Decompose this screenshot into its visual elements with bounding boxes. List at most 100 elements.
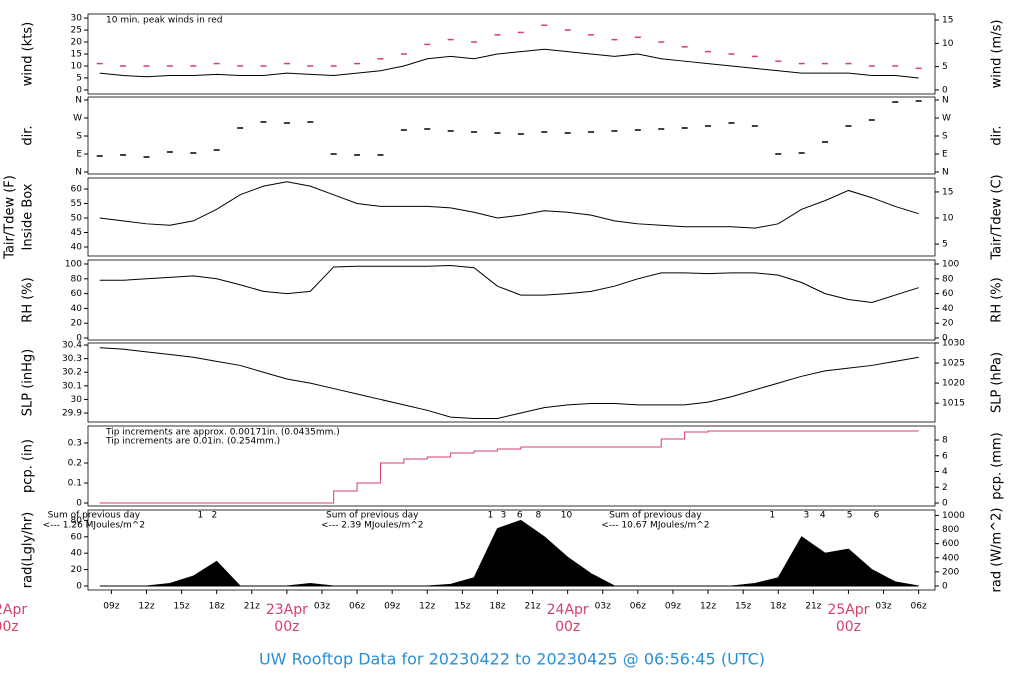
y2-tick-label: 0 (942, 499, 948, 509)
y2-tick-label: N (942, 168, 949, 178)
y-tick-label: 60 (71, 185, 83, 195)
y-tick-label: 45 (71, 228, 82, 238)
marker-label: 5 (847, 511, 853, 521)
y-tick-label: 50 (71, 214, 83, 224)
x-tick-label: 03z (875, 602, 891, 612)
y2-axis-label: pcp. (mm) (990, 432, 1005, 499)
day-label: 24Apr (547, 602, 589, 618)
y-tick-label: 5 (76, 73, 82, 83)
panel-frame (87, 96, 936, 175)
y-axis-label: rad(Lgly/hr) (21, 512, 36, 588)
y-tick-label: 0.3 (68, 439, 82, 449)
y2-tick-label: 5 (942, 62, 948, 72)
y2-axis-label: wind (m/s) (990, 20, 1005, 89)
x-tick-label: 21z (524, 602, 540, 612)
y-tick-label: N (75, 96, 82, 106)
panel-frame (87, 13, 936, 95)
y2-tick-label: 0 (942, 85, 948, 95)
y-tick-label: 30.2 (62, 368, 82, 378)
note: Sum of previous day (48, 511, 141, 521)
x-tick-label: 09z (665, 602, 681, 612)
marker-label: 10 (561, 511, 573, 521)
y-tick-label: 20 (71, 565, 83, 575)
y2-tick-label: 1020 (942, 379, 965, 389)
y2-tick-label: 60 (942, 289, 954, 299)
y-tick-label: 60 (71, 289, 83, 299)
y2-tick-label: 100 (942, 259, 959, 269)
y-tick-label: 40 (71, 304, 83, 314)
x-tick-label: 15z (735, 602, 751, 612)
data-line (99, 264, 919, 303)
y-tick-label: 15 (71, 50, 82, 60)
y2-tick-label: 200 (942, 567, 959, 577)
y2-tick-label: 1015 (942, 399, 965, 409)
day-hour-label: 00z (274, 619, 299, 635)
marker-label: 1 (488, 511, 494, 521)
x-tick-label: 06z (630, 602, 646, 612)
y-axis-label: SLP (inHg) (21, 349, 36, 417)
x-tick-label: 21z (805, 602, 821, 612)
y2-tick-label: N (942, 96, 949, 106)
y-tick-label: 10 (71, 61, 83, 71)
marker-label: 3 (803, 511, 809, 521)
marker-label: 1 (197, 511, 203, 521)
y2-tick-label: 1030 (942, 339, 965, 349)
x-tick-label: 15z (454, 602, 470, 612)
y-tick-label: 30.1 (62, 381, 82, 391)
panel-frame (87, 177, 936, 257)
y2-axis-label: RH (%) (990, 277, 1005, 322)
y2-tick-label: 2 (942, 483, 948, 493)
y-axis-label: pcp. (in) (21, 439, 36, 493)
y2-tick-label: 1025 (942, 359, 965, 369)
x-tick-label: 18z (489, 602, 505, 612)
y-tick-label: N (75, 168, 82, 178)
y2-tick-label: 5 (942, 240, 948, 250)
y2-tick-label: 15 (942, 187, 953, 197)
x-tick-label: 06z (349, 602, 365, 612)
marker-label: 2 (211, 511, 217, 521)
y-tick-label: 20 (71, 319, 83, 329)
y2-tick-label: S (942, 132, 948, 142)
y-axis-label: wind (kts) (21, 22, 36, 86)
data-line (99, 430, 919, 504)
y2-tick-label: 800 (942, 525, 959, 535)
y-tick-label: 100 (65, 259, 82, 269)
y-tick-label: 0.2 (68, 459, 82, 469)
note: Sum of previous day (609, 511, 702, 521)
x-tick-label: 12z (700, 602, 716, 612)
marker-label: 8 (536, 511, 542, 521)
y2-tick-label: 15 (942, 16, 953, 26)
note: <--- 2.39 MJoules/m^2 (321, 521, 423, 531)
x-tick-label: 12z (138, 602, 154, 612)
y2-tick-label: E (942, 150, 948, 160)
marker-label: 3 (500, 511, 506, 521)
x-tick-label: 18z (770, 602, 786, 612)
y-axis-label: Tair/Tdew (F) (3, 175, 18, 260)
panel-frame (87, 425, 936, 507)
y2-tick-label: 20 (942, 319, 954, 329)
note: <--- 1.26 MJoules/m^2 (43, 521, 145, 531)
data-line (99, 347, 919, 419)
panel-frame (87, 259, 936, 341)
y2-tick-label: 40 (942, 304, 954, 314)
y-tick-label: 40 (71, 243, 83, 253)
annotation: 10 min. peak winds in red (106, 16, 223, 26)
y-tick-label: 0 (76, 499, 82, 509)
day-label: 22Apr (0, 602, 27, 618)
marker-label: 4 (820, 511, 826, 521)
x-tick-label: 09z (384, 602, 400, 612)
y-tick-label: 60 (71, 532, 83, 542)
y2-tick-label: 0 (942, 581, 948, 591)
panel-frame (87, 342, 936, 423)
data-line (99, 181, 919, 229)
panel-frame (87, 509, 936, 591)
day-hour-label: 00z (836, 619, 861, 635)
y-axis-label: dir. (21, 125, 36, 145)
x-tick-label: 03z (595, 602, 611, 612)
y-tick-label: S (76, 132, 82, 142)
y2-tick-label: 6 (942, 451, 948, 461)
y-axis-label: RH (%) (21, 277, 36, 322)
x-tick-label: 12z (419, 602, 435, 612)
y-tick-label: 40 (71, 549, 83, 559)
